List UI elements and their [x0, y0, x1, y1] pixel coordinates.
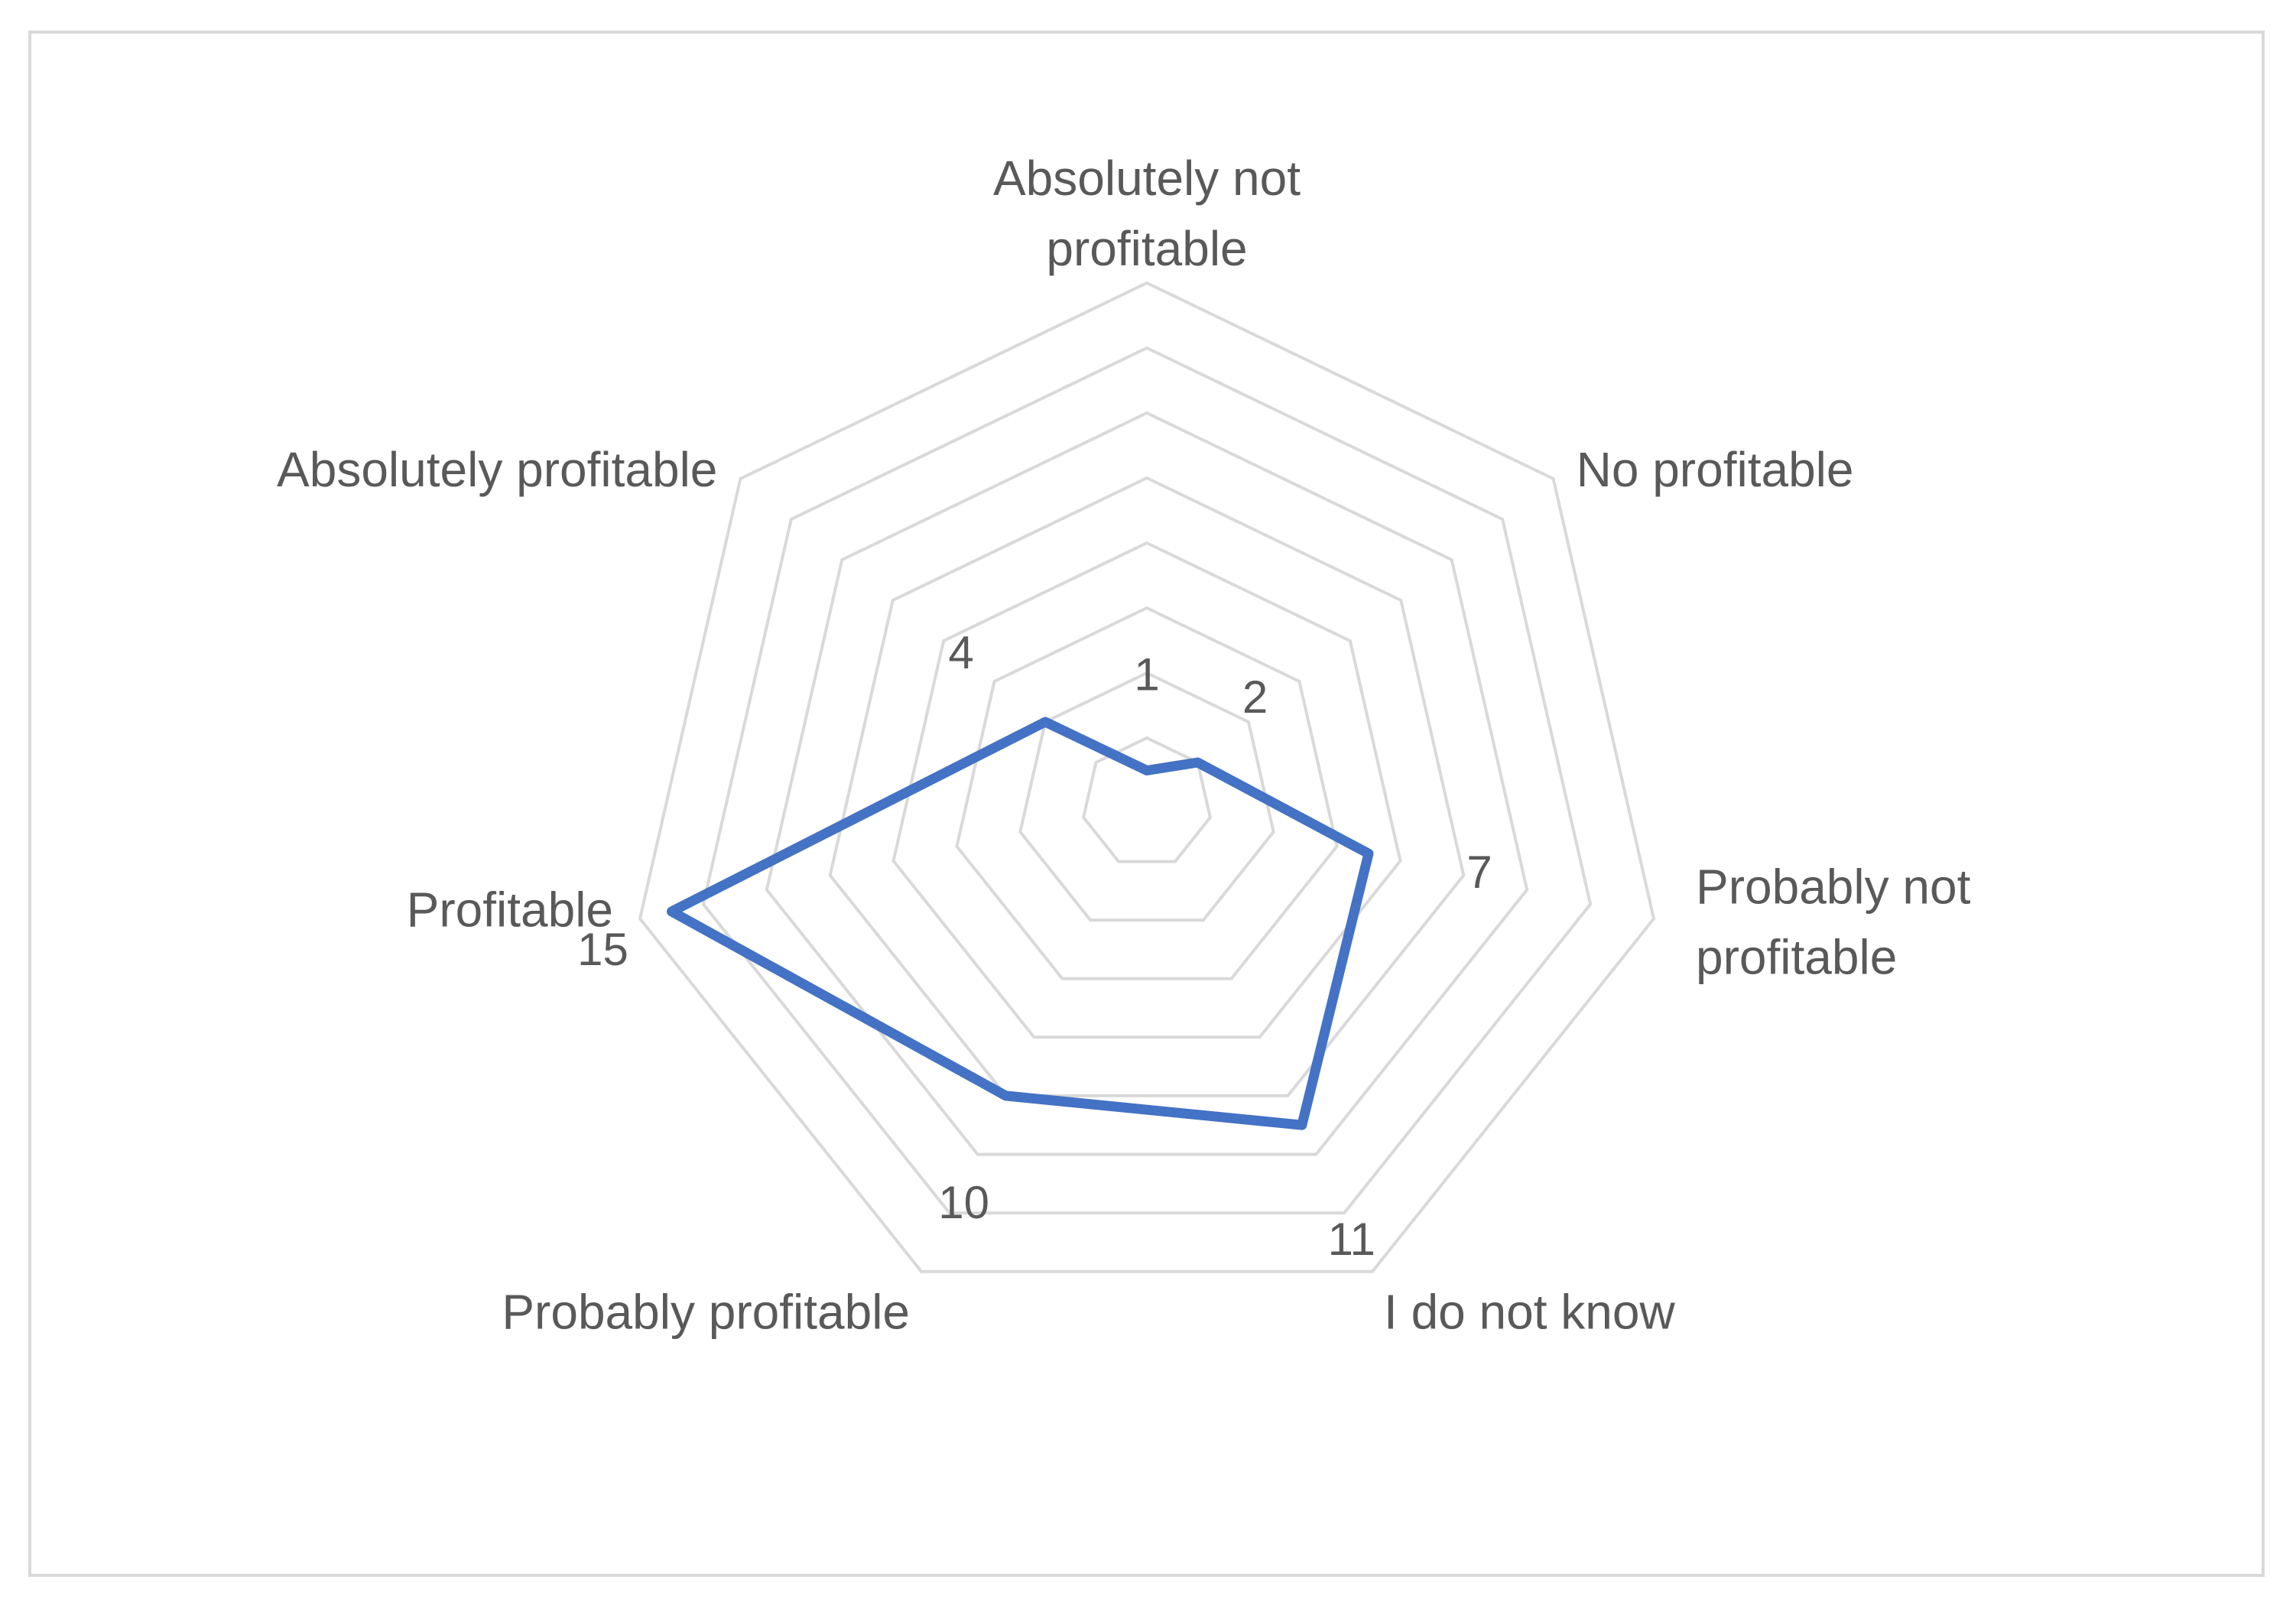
category-label-4: I do not know — [1384, 1285, 1675, 1340]
gridline-ring — [828, 476, 1466, 1097]
series-line — [667, 717, 1374, 1130]
radar-series — [667, 717, 1374, 1130]
gridline-ring — [765, 411, 1529, 1156]
category-label-1: Absolutely not profitable — [993, 151, 1301, 276]
data-label-7: 4 — [948, 627, 973, 678]
category-labels: Absolutely not profitable No profitable Pro… — [277, 151, 1971, 1340]
data-label-5: 10 — [938, 1177, 989, 1228]
data-label-1: 1 — [1134, 649, 1159, 700]
category-label-6: Profitable — [407, 882, 613, 937]
data-point-5 — [1001, 1091, 1011, 1100]
data-point-7 — [1041, 717, 1051, 726]
data-point-2 — [1193, 758, 1203, 767]
data-label-3: 7 — [1466, 847, 1492, 898]
data-point-1 — [1142, 765, 1151, 775]
gridline-ring — [1018, 671, 1275, 922]
category-label-2: No profitable — [1577, 442, 1854, 497]
data-point-6 — [667, 906, 677, 916]
gridline-ring — [638, 281, 1656, 1273]
category-label-5: Probably profitable — [502, 1285, 910, 1340]
data-label-4: 11 — [1328, 1214, 1375, 1265]
category-label-3: Probably not profitable — [1696, 859, 1971, 984]
data-point-4 — [1297, 1120, 1307, 1130]
gridline-ring — [955, 606, 1339, 980]
gridline-ring — [701, 346, 1593, 1215]
chart-frame — [28, 31, 2265, 1577]
data-labels: 1 2 7 11 10 15 4 — [577, 627, 1492, 1265]
gridline-ring — [891, 541, 1402, 1039]
radar-grid — [638, 281, 1656, 1273]
data-point-3 — [1364, 849, 1373, 859]
category-label-7: Absolutely profitable — [277, 442, 717, 497]
gridline-ring — [1081, 736, 1213, 863]
data-label-6: 15 — [577, 924, 628, 975]
data-label-2: 2 — [1242, 671, 1268, 723]
